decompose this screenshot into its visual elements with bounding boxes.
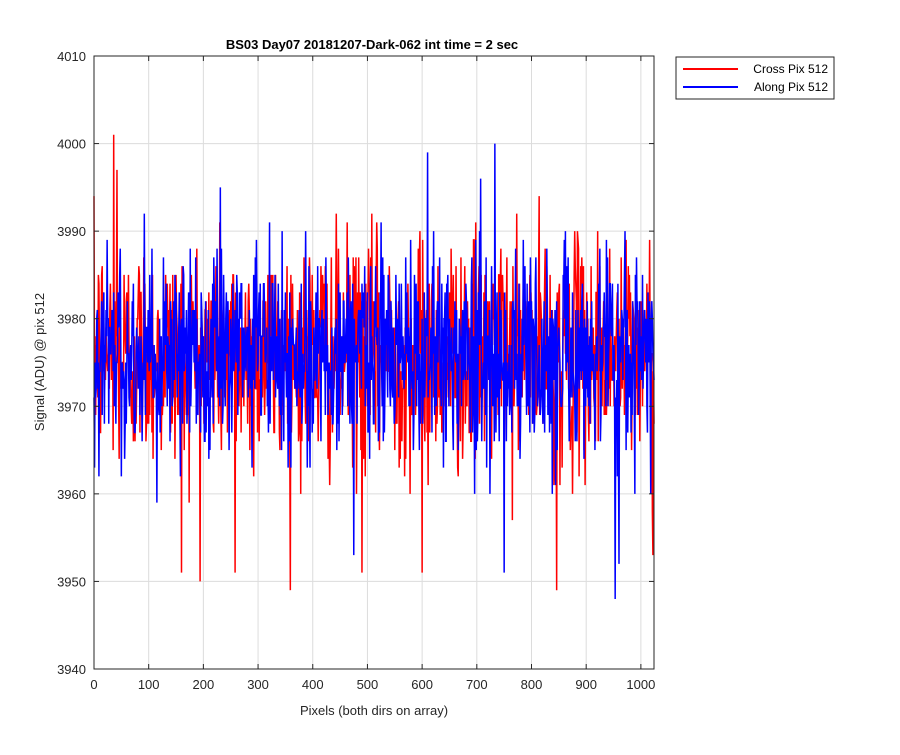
y-tick-label: 3990 [57,224,86,239]
series-line-along [93,143,655,599]
y-tick-label: 3940 [57,662,86,677]
x-tick-labels: 0 100 200 300 400 500 600 700 800 900 1000 [90,677,655,692]
x-tick-label: 400 [302,677,324,692]
ticks [93,55,654,670]
legend-label-along: Along Pix 512 [754,80,828,94]
x-tick-label: 800 [521,677,543,692]
plot-lines [93,134,655,599]
y-tick-labels: 3940 3950 3960 3970 3980 3990 4000 4010 [57,49,86,677]
x-tick-label: 0 [90,677,97,692]
y-tick-label: 3980 [57,312,86,327]
x-tick-label: 200 [193,677,215,692]
chart-title: BS03 Day07 20181207-Dark-062 int time = … [226,37,518,52]
y-tick-label: 3960 [57,487,86,502]
legend-label-cross: Cross Pix 512 [753,62,828,76]
y-tick-label: 3970 [57,399,86,414]
legend-box [675,56,835,100]
x-axis-label: Pixels (both dirs on array) [300,703,448,718]
plot-frame [93,55,655,670]
legend: Cross Pix 512 Along Pix 512 [675,56,835,100]
y-tick-label: 4010 [57,49,86,64]
x-tick-label: 700 [466,677,488,692]
x-tick-label: 500 [357,677,379,692]
y-axis-label: Signal (ADU) @ pix 512 [32,293,47,431]
x-tick-label: 300 [247,677,269,692]
x-tick-label: 900 [575,677,597,692]
x-tick-label: 600 [411,677,433,692]
y-tick-label: 3950 [57,574,86,589]
x-tick-label: 1000 [626,677,655,692]
y-tick-label: 4000 [57,137,86,152]
x-tick-label: 100 [138,677,160,692]
